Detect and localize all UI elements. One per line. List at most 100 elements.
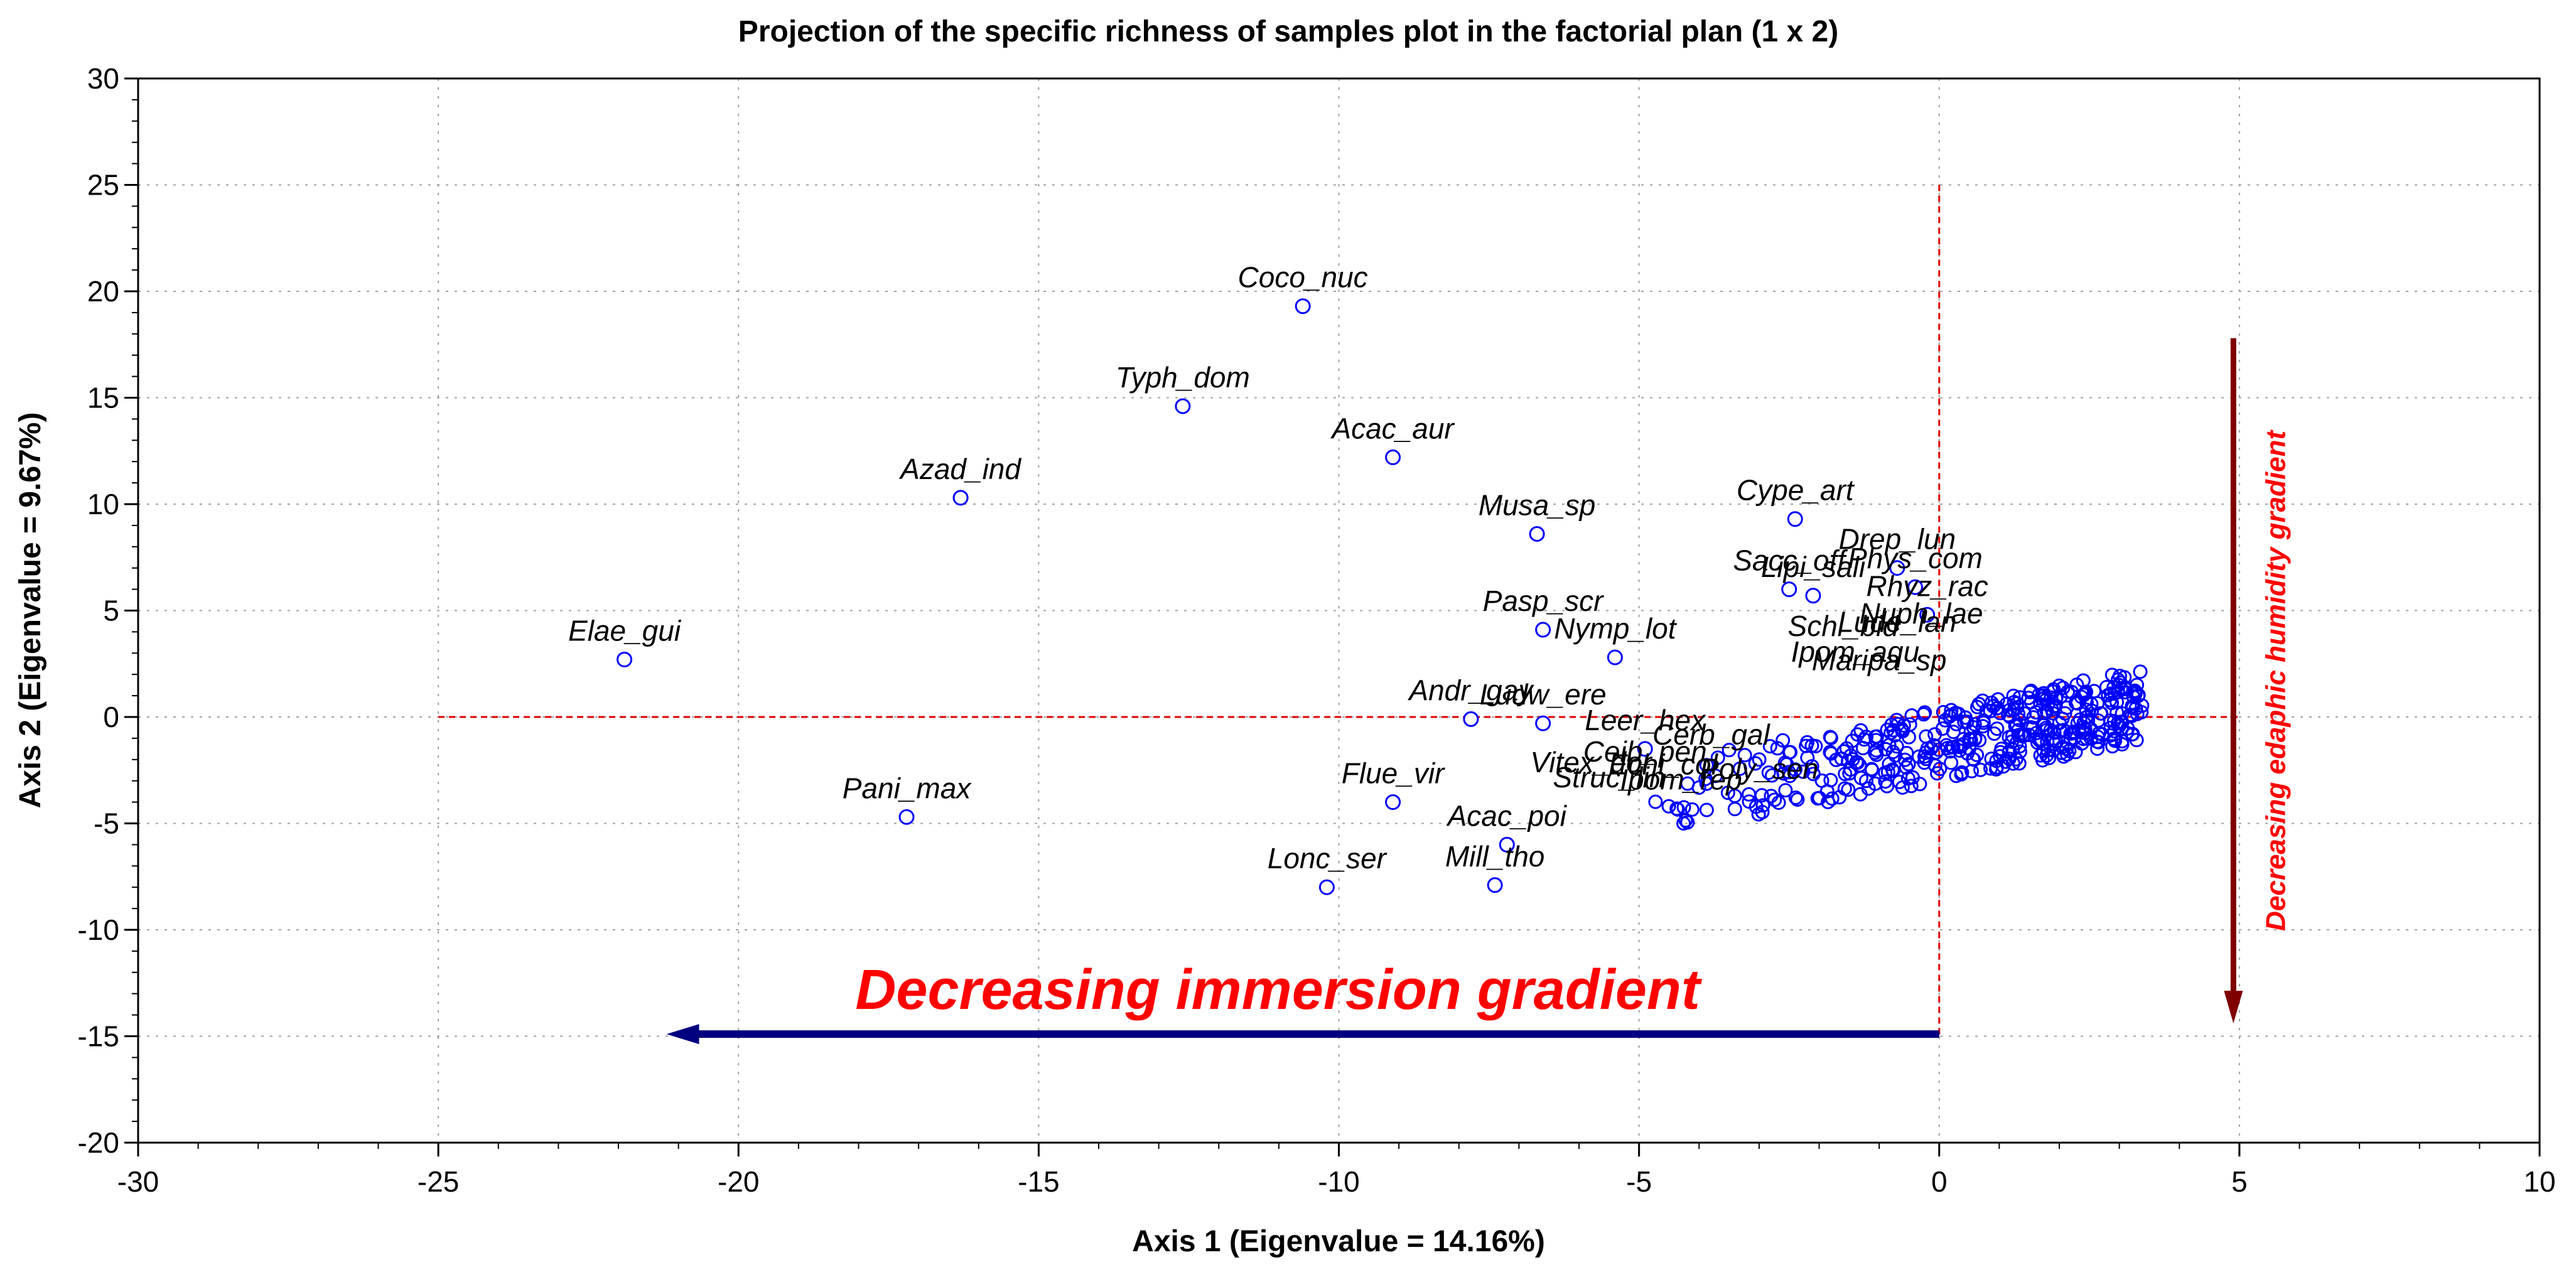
cluster-point [1684, 802, 1700, 817]
point-label: Lipi_sali [1761, 551, 1867, 583]
cluster-point [1823, 773, 1838, 788]
cluster-point [1901, 757, 1916, 772]
x-tick-label: 10 [2523, 1165, 2555, 1198]
cluster-point [2113, 714, 2128, 730]
cluster-point [2053, 723, 2068, 738]
cluster-point [2033, 748, 2048, 763]
cluster-point [2012, 690, 2027, 705]
cluster-point [2010, 700, 2025, 715]
point-label: Musa_sp [1479, 488, 1596, 521]
point-labels: Coco_nuc Typh_dom Acac_aur Azad_ind Musa_sp C… [568, 261, 1988, 875]
humidity-arrow-head [2224, 991, 2243, 1024]
labeled-points [617, 298, 1936, 895]
cluster-point [2123, 708, 2138, 723]
cluster-point [1960, 746, 1975, 761]
cluster-point [1676, 816, 1691, 831]
overlap-label: Cerb_gal [1652, 718, 1770, 751]
data-point [1499, 836, 1515, 853]
cluster-point [1808, 739, 1823, 754]
cluster-point [1752, 752, 1767, 767]
immersion-arrow-head [666, 1024, 699, 1045]
point-label: Ludw_ere [1480, 678, 1607, 711]
overlap-label: Ipom_aqu [1791, 635, 1920, 668]
cluster-point [1824, 791, 1840, 806]
y-tick-label: 20 [87, 275, 119, 308]
cluster-point [2055, 740, 2070, 755]
cluster-point [2039, 748, 2054, 763]
cluster-point [2047, 736, 2062, 752]
cluster-point [2105, 739, 2120, 754]
cluster-point [1855, 741, 1870, 756]
overlap-label: Struc_lin [1553, 761, 1665, 794]
cluster-point [1850, 727, 1865, 742]
y-tick-label: -15 [78, 1020, 119, 1053]
point-label: Phys_com [1848, 542, 1983, 574]
cluster-point [1972, 733, 1987, 748]
cluster-point [1727, 789, 1742, 804]
data-point [1919, 606, 1936, 623]
x-tick-label: 0 [1931, 1165, 1948, 1198]
point-label: Drep_lun [1838, 523, 1956, 556]
x-axis-ticks: -30 -25 -20 -15 -10 -5 0 5 10 [117, 1143, 2556, 1198]
cluster-point [1963, 725, 1978, 740]
gradient-arrows: Decreasing immersion gradient Decreasing … [666, 338, 2291, 1045]
point-label: Flue_vir [1342, 757, 1445, 790]
cluster-point [1749, 799, 1764, 814]
y-axis-ticks: -20 -15 -10 -5 0 5 10 15 20 25 30 [78, 62, 138, 1159]
data-point [1535, 622, 1551, 638]
data-point [1318, 879, 1335, 895]
cluster-point [1932, 762, 1948, 777]
cluster-point [1892, 775, 1907, 790]
cluster-point [1788, 790, 1803, 806]
cluster-point [1821, 794, 1836, 809]
cluster-point [1761, 765, 1776, 780]
cluster-point [1904, 708, 1919, 723]
cluster-point [2076, 715, 2091, 730]
cluster-point [1823, 745, 1838, 760]
data-point [1535, 715, 1551, 731]
overlap-label: Vitex_dor [1530, 746, 1652, 779]
cluster-point [1952, 743, 1967, 758]
overlap-label: Ceib_pen [1583, 735, 1707, 768]
data-point [898, 809, 915, 825]
cluster-point [2001, 708, 2016, 723]
cluster-point [2090, 734, 2105, 749]
data-point [1787, 511, 1803, 527]
cluster-point [2057, 706, 2072, 721]
cluster-point [1790, 792, 1805, 807]
cluster-point [1800, 750, 1815, 765]
data-point [1295, 298, 1311, 315]
point-label: Pani_max [843, 772, 973, 804]
cluster-point [2042, 750, 2057, 765]
cluster-point [1986, 698, 2002, 713]
point-label: Rhyz_rac [1866, 569, 1988, 602]
cluster-point [1710, 750, 1725, 765]
cluster-point [1842, 766, 1857, 781]
data-point [1385, 794, 1401, 811]
data-point [1907, 579, 1923, 595]
cluster-point [1905, 770, 1920, 785]
immersion-gradient-label: Decreasing immersion gradient [855, 959, 1702, 1021]
cluster-point [1837, 781, 1852, 796]
data-point [1487, 877, 1503, 893]
cluster-point [2012, 744, 2027, 759]
cluster-point [2014, 727, 2029, 742]
cluster-point [1911, 749, 1926, 764]
chart-title: Projection of the specific richness of s… [738, 15, 1838, 48]
cluster-point [1670, 802, 1685, 817]
y-tick-label: 0 [103, 701, 119, 733]
cluster-point [2079, 684, 2094, 699]
cluster-point [1699, 776, 1714, 791]
point-label: Acac_aur [1330, 412, 1455, 445]
cluster-point [1944, 755, 1959, 770]
cluster-point [1869, 729, 1884, 744]
point-label: Azad_ind [898, 453, 1021, 485]
x-axis-title: Axis 1 (Eigenvalue = 14.16%) [1132, 1225, 1545, 1258]
x-tick-label: -15 [1018, 1165, 1059, 1198]
cluster-point [2111, 677, 2126, 692]
cluster-point [1939, 738, 1954, 753]
cluster-point [1737, 748, 1752, 763]
x-tick-label: -30 [117, 1165, 159, 1198]
y-tick-label: -20 [78, 1126, 119, 1159]
